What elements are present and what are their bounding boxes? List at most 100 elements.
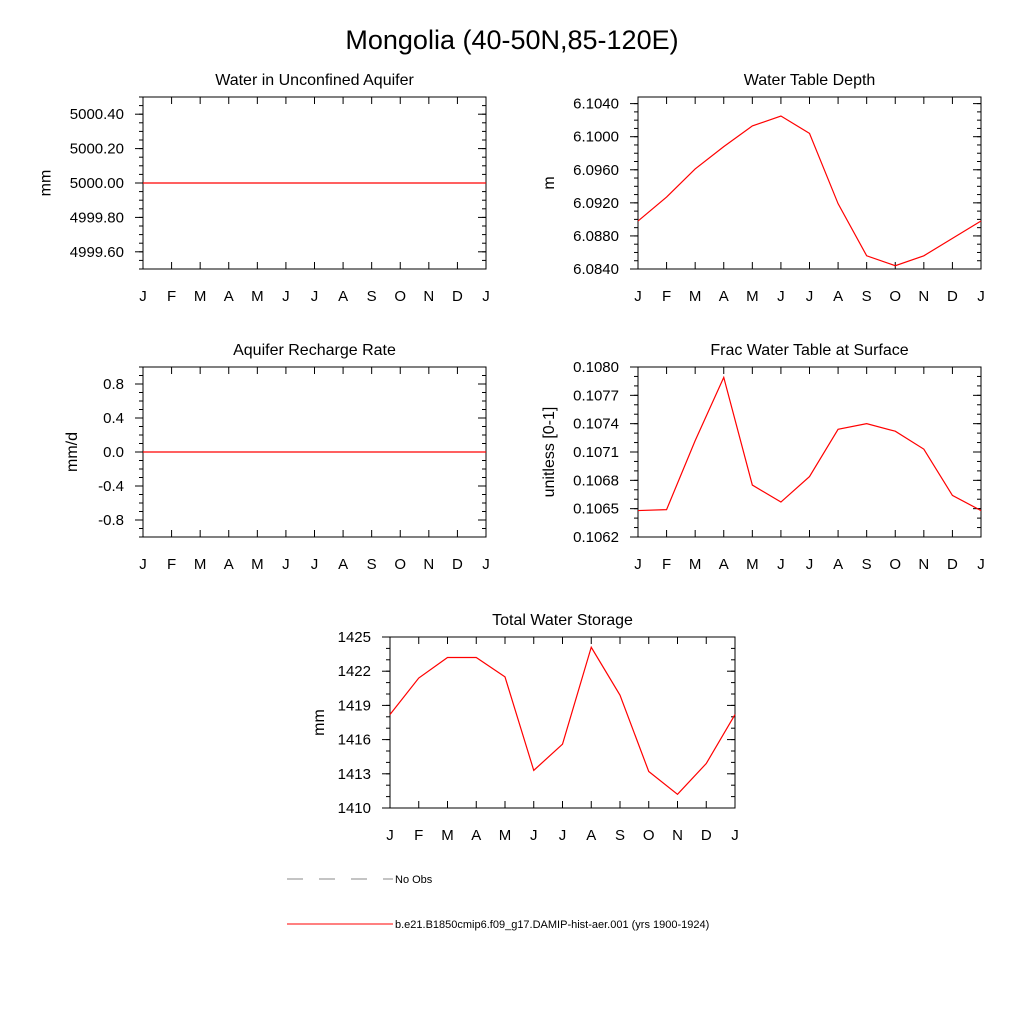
x-tick-label: J [139, 288, 147, 305]
x-tick-label: O [394, 288, 406, 305]
y-tick-label: 0.1077 [573, 387, 619, 404]
y-tick-label: 6.1040 [573, 96, 619, 113]
y-tick-label: 1416 [338, 732, 371, 749]
y-axis-label: mm/d [64, 432, 81, 472]
y-tick-label: 1413 [338, 766, 371, 783]
series-line [389, 645, 736, 796]
x-tick-label: A [833, 288, 843, 305]
x-tick-label: J [634, 556, 642, 573]
x-tick-label: F [662, 288, 671, 305]
y-tick-label: -0.8 [98, 512, 124, 529]
x-tick-label: J [139, 556, 147, 573]
y-tick-label: 0.1062 [573, 529, 619, 546]
x-tick-label: M [689, 288, 702, 305]
x-tick-label: J [977, 288, 985, 305]
x-tick-label: F [414, 827, 423, 844]
x-tick-label: M [194, 288, 207, 305]
x-tick-label: J [386, 827, 394, 844]
y-tick-label: 0.1065 [573, 501, 619, 518]
x-tick-label: M [251, 556, 264, 573]
x-tick-label: J [282, 288, 290, 305]
x-tick-label: S [615, 827, 625, 844]
plot-frame [637, 366, 982, 538]
x-tick-label: J [731, 827, 739, 844]
figure-title: Mongolia (40-50N,85-120E) [345, 25, 678, 55]
y-tick-label: 0.0 [103, 444, 124, 461]
y-tick-label: 6.1000 [573, 129, 619, 146]
x-tick-label: J [777, 288, 785, 305]
x-tick-label: S [862, 288, 872, 305]
y-tick-label: 0.1080 [573, 359, 619, 376]
x-tick-label: S [367, 556, 377, 573]
x-tick-label: A [471, 827, 481, 844]
y-tick-label: 1422 [338, 663, 371, 680]
x-tick-label: A [833, 556, 843, 573]
series-line [637, 375, 982, 512]
x-tick-label: J [806, 556, 814, 573]
x-tick-label: J [559, 827, 567, 844]
y-axis-label: m [541, 176, 558, 189]
x-tick-label: M [194, 556, 207, 573]
x-tick-label: M [689, 556, 702, 573]
x-tick-label: S [862, 556, 872, 573]
x-tick-label: N [423, 288, 434, 305]
x-tick-label: N [918, 288, 929, 305]
x-tick-label: D [452, 288, 463, 305]
y-tick-label: 6.0880 [573, 228, 619, 245]
x-tick-label: M [499, 827, 512, 844]
x-tick-label: D [947, 288, 958, 305]
series-line [637, 115, 982, 267]
y-tick-label: 0.4 [103, 410, 124, 427]
y-tick-label: 4999.80 [70, 209, 124, 226]
x-tick-label: O [394, 556, 406, 573]
x-tick-label: J [482, 556, 490, 573]
x-tick-label: D [701, 827, 712, 844]
x-tick-label: F [167, 288, 176, 305]
x-tick-label: A [719, 288, 729, 305]
y-tick-label: 5000.20 [70, 141, 124, 158]
y-tick-label: 5000.40 [70, 106, 124, 123]
x-tick-label: M [746, 556, 759, 573]
x-tick-label: O [643, 827, 655, 844]
y-tick-label: 4999.60 [70, 244, 124, 261]
x-tick-label: A [338, 288, 348, 305]
x-tick-label: J [282, 556, 290, 573]
x-tick-label: A [224, 288, 234, 305]
panel-title: Frac Water Table at Surface [710, 342, 908, 359]
x-tick-label: N [423, 556, 434, 573]
y-tick-label: 0.1068 [573, 472, 619, 489]
x-tick-label: M [251, 288, 264, 305]
x-tick-label: J [634, 288, 642, 305]
y-tick-label: 0.1071 [573, 444, 619, 461]
x-tick-label: J [530, 827, 538, 844]
y-tick-label: 6.0920 [573, 195, 619, 212]
y-tick-label: 1425 [338, 629, 371, 646]
x-tick-label: N [918, 556, 929, 573]
y-axis-label: mm [37, 170, 54, 197]
y-axis-label: mm [311, 709, 328, 736]
x-tick-label: F [662, 556, 671, 573]
x-tick-label: J [311, 288, 319, 305]
x-tick-label: J [777, 556, 785, 573]
y-tick-label: 0.1074 [573, 416, 619, 433]
x-tick-label: F [167, 556, 176, 573]
legend-label-no-obs: No Obs [395, 874, 433, 886]
x-tick-label: J [806, 288, 814, 305]
y-tick-label: 0.8 [103, 376, 124, 393]
x-tick-label: D [452, 556, 463, 573]
legend: No Obs b.e21.B1850cmip6.f09_g17.DAMIP-hi… [287, 874, 709, 931]
panel-title: Aquifer Recharge Rate [233, 342, 396, 359]
x-tick-label: A [338, 556, 348, 573]
x-tick-label: A [719, 556, 729, 573]
x-tick-label: N [672, 827, 683, 844]
legend-label-model: b.e21.B1850cmip6.f09_g17.DAMIP-hist-aer.… [395, 919, 709, 931]
y-tick-label: 1410 [338, 800, 371, 817]
x-tick-label: O [889, 556, 901, 573]
plot-frame [637, 96, 982, 270]
x-tick-label: J [482, 288, 490, 305]
plot-frame [389, 636, 736, 809]
